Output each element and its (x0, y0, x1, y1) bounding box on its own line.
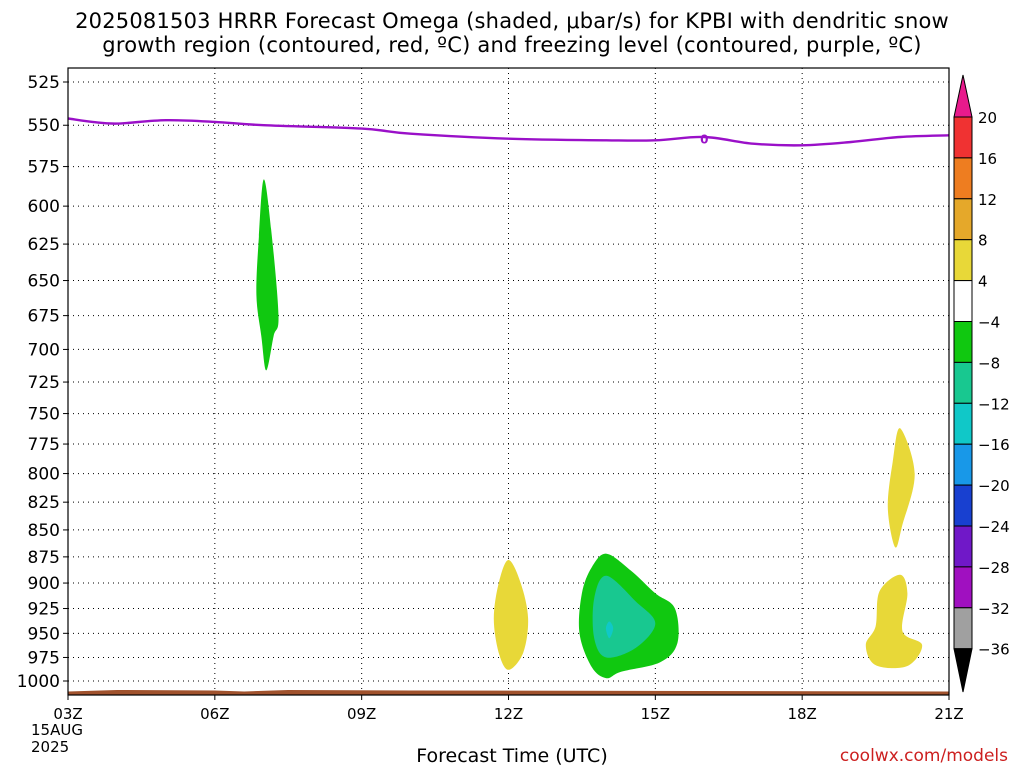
colorbar-swatch (953, 321, 973, 363)
colorbar-top-arrow (953, 74, 973, 118)
colorbar-swatch (953, 566, 973, 609)
y-tick-label: 600 (28, 197, 60, 217)
surface-line (68, 690, 949, 695)
y-tick-label: 850 (28, 521, 60, 541)
date-label-day: 15AUG (31, 721, 83, 739)
x-tick-label: 03Z (53, 705, 82, 723)
y-tick-label: 650 (28, 272, 60, 292)
x-tick-label: 15Z (641, 705, 670, 723)
chart-title-line-1: 2025081503 HRRR Forecast Omega (shaded, … (75, 9, 949, 33)
colorbar-label: 8 (978, 232, 988, 250)
y-tick-label: 725 (28, 373, 60, 393)
colorbar-swatch (953, 484, 973, 527)
y-tick-label: 975 (28, 648, 60, 668)
colorbar-swatch (953, 607, 973, 650)
colorbar-label: −20 (978, 477, 1010, 495)
colorbar-label: −28 (978, 559, 1010, 577)
y-tick-label: 875 (28, 548, 60, 568)
colorbar-label: 4 (978, 273, 988, 291)
colorbar-label: −8 (978, 354, 1000, 372)
y-tick-label: 800 (28, 465, 60, 485)
x-tick-label: 21Z (934, 705, 963, 723)
colorbar-label: −32 (978, 600, 1010, 618)
colorbar-bottom-arrow (953, 648, 973, 693)
y-tick-label: 575 (28, 158, 60, 178)
colorbar-swatch (953, 525, 973, 568)
x-tick-label: 18Z (787, 705, 816, 723)
y-tick-label: 950 (28, 624, 60, 644)
colorbar-swatch (953, 239, 973, 282)
chart-title-line-2: growth region (contoured, red, ºC) and f… (102, 33, 922, 57)
y-tick-label: 1000 (17, 672, 60, 692)
y-tick-label: 675 (28, 307, 60, 327)
date-label-year: 2025 (31, 738, 70, 756)
y-tick-label: 825 (28, 493, 60, 513)
freezing-level-line (68, 117, 949, 147)
colorbar-swatch (953, 116, 973, 159)
colorbar-label: 16 (978, 150, 997, 168)
colorbar-swatch (953, 361, 973, 404)
freezing-level-label: 0 (700, 133, 708, 147)
colorbar-label: −4 (978, 314, 1000, 332)
colorbar-label: −36 (978, 641, 1010, 659)
y-tick-label: 775 (28, 435, 60, 455)
colorbar-swatch (953, 280, 973, 323)
colorbar-label: 20 (978, 109, 997, 127)
x-tick-label: 06Z (200, 705, 229, 723)
colorbar-label: −24 (978, 518, 1010, 536)
y-tick-label: 925 (28, 600, 60, 620)
y-tick-label: 525 (28, 73, 60, 93)
y-tick-label: 700 (28, 340, 60, 360)
colorbar-swatch (953, 443, 973, 486)
omega-region (592, 575, 656, 658)
x-tick-label: 12Z (494, 705, 523, 723)
omega-region (256, 179, 279, 371)
omega-region (865, 574, 923, 669)
credit-link[interactable]: coolwx.com/models (839, 746, 1008, 766)
colorbar-label: −12 (978, 395, 1010, 413)
colorbar-label: −16 (978, 436, 1010, 454)
colorbar-swatch (953, 198, 973, 241)
x-tick-label: 09Z (347, 705, 376, 723)
y-tick-label: 750 (28, 405, 60, 425)
y-tick-label: 550 (28, 116, 60, 136)
colorbar-swatch (953, 402, 973, 445)
x-axis-label: Forecast Time (UTC) (416, 745, 608, 767)
omega-region (887, 428, 915, 548)
colorbar-swatch (953, 157, 973, 200)
omega-region (493, 560, 529, 670)
omega-region (605, 621, 614, 639)
y-tick-label: 625 (28, 235, 60, 255)
colorbar-label: 12 (978, 191, 997, 209)
y-tick-label: 900 (28, 574, 60, 594)
